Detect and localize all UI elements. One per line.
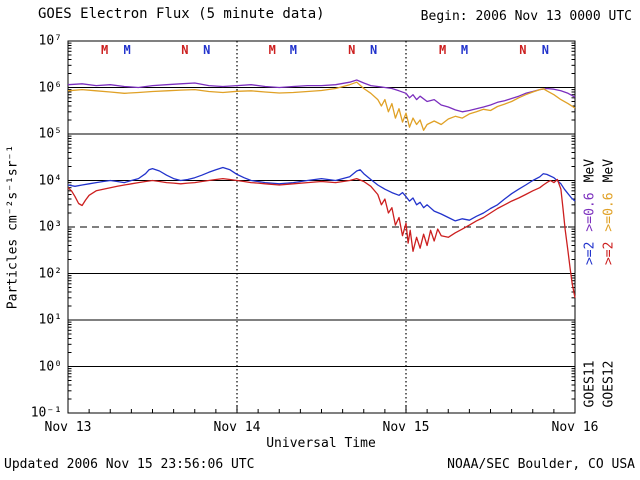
local-time-marker: N bbox=[181, 43, 189, 57]
local-time-marker: M bbox=[123, 43, 131, 57]
source-credit-label: NOAA/SEC Boulder, CO USA bbox=[447, 457, 635, 472]
local-time-marker: N bbox=[541, 43, 550, 57]
x-tick-label: Nov 13 bbox=[44, 420, 92, 435]
chart-title: GOES Electron Flux (5 minute data) bbox=[38, 6, 325, 22]
series-goes12-0p6mev bbox=[67, 81, 576, 131]
y-tick-label: 10⁶ bbox=[38, 80, 62, 95]
x-tick-label: Nov 16 bbox=[551, 420, 599, 435]
local-time-marker: N bbox=[369, 43, 378, 57]
local-time-marker: M bbox=[268, 43, 276, 57]
satellite-label: GOES11 bbox=[582, 360, 598, 408]
satellite-label: GOES12 bbox=[601, 360, 617, 408]
y-tick-label: 10⁴ bbox=[38, 173, 62, 188]
y-tick-label: 10⁻¹ bbox=[30, 405, 62, 421]
y-tick-label: 10⁵ bbox=[38, 126, 62, 142]
y-tick-label: 10⁰ bbox=[38, 359, 62, 374]
local-time-marker: M bbox=[289, 43, 297, 57]
local-time-marker: M bbox=[438, 43, 447, 57]
y-tick-label: 10¹ bbox=[38, 312, 62, 328]
local-time-marker: N bbox=[348, 43, 356, 57]
x-axis-label: Universal Time bbox=[266, 436, 376, 451]
x-tick-label: Nov 15 bbox=[382, 420, 430, 435]
legend-column: >=2 >=0.6 MeV bbox=[602, 154, 617, 270]
local-time-marker: M bbox=[100, 43, 109, 57]
updated-time-label: Updated 2006 Nov 15 23:56:06 UTC bbox=[4, 457, 255, 472]
series-goes11-2mev bbox=[67, 166, 576, 222]
local-time-marker: N bbox=[519, 43, 527, 57]
legend-entry: >=2 bbox=[582, 241, 598, 266]
legend-entry: >=0.6 bbox=[582, 192, 598, 232]
series-goes12-2mev bbox=[67, 177, 576, 298]
legend-entry: >=2 bbox=[601, 241, 617, 266]
y-tick-label: 10² bbox=[38, 266, 62, 281]
legend-entry: MeV bbox=[582, 158, 598, 183]
legend-column: >=2 >=0.6 MeV bbox=[583, 154, 598, 270]
y-tick-label: 10³ bbox=[38, 219, 62, 235]
legend-entry: MeV bbox=[601, 158, 617, 183]
local-time-marker: M bbox=[460, 43, 469, 57]
series-goes11-0p6mev bbox=[67, 79, 576, 113]
x-tick-label: Nov 14 bbox=[213, 420, 261, 435]
local-time-marker: N bbox=[203, 43, 211, 57]
y-tick-label: 10⁷ bbox=[38, 33, 62, 49]
begin-time-label: Begin: 2006 Nov 13 0000 UTC bbox=[420, 9, 632, 24]
legend-entry: >=0.6 bbox=[601, 192, 617, 232]
